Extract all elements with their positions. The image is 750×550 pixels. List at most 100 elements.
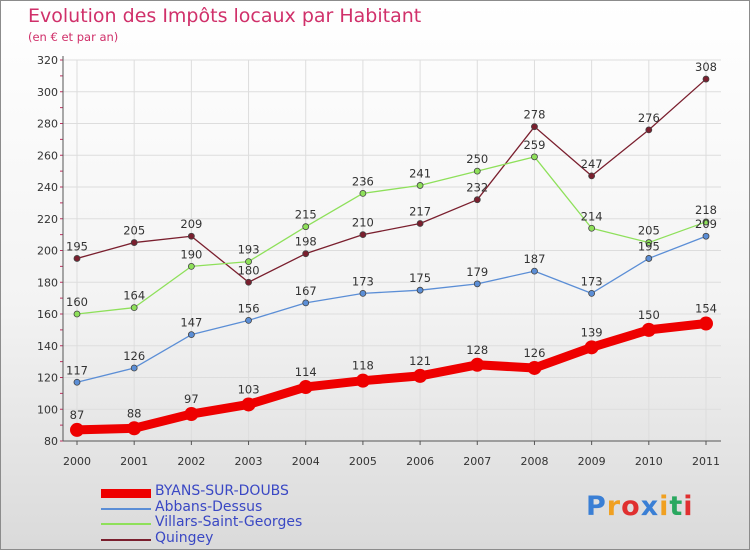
data-label: 147 xyxy=(180,316,202,330)
data-label: 209 xyxy=(695,217,717,231)
point-2 xyxy=(73,310,81,318)
data-label: 236 xyxy=(352,174,374,188)
data-label: 156 xyxy=(238,301,260,315)
logo-letter: P xyxy=(586,491,607,522)
point-0 xyxy=(584,340,599,355)
x-tick-label: 2003 xyxy=(235,455,263,468)
y-tick-label: 80 xyxy=(44,435,58,448)
point-2 xyxy=(416,182,424,189)
data-label: 121 xyxy=(409,354,431,368)
y-tick-label: 280 xyxy=(37,118,58,131)
series-line-3 xyxy=(76,78,707,283)
logo-letter: i xyxy=(683,491,694,522)
x-tick-label: 2008 xyxy=(520,455,548,468)
y-tick-label: 200 xyxy=(37,245,58,258)
y-tick-label: 140 xyxy=(37,340,58,353)
data-label: 179 xyxy=(466,265,488,279)
data-label: 97 xyxy=(184,392,199,406)
proxiti-logo: Proxiti xyxy=(586,491,694,522)
series-line-1 xyxy=(76,235,707,383)
legend-swatch-2 xyxy=(101,523,151,525)
data-label: 247 xyxy=(581,157,603,171)
data-label: 278 xyxy=(523,108,545,122)
point-3 xyxy=(645,126,653,134)
x-tick-label: 2002 xyxy=(177,455,205,468)
y-tick-label: 120 xyxy=(37,372,58,385)
legend-label-2: Villars-Saint-Georges xyxy=(155,514,303,530)
point-3 xyxy=(359,231,367,239)
data-label: 103 xyxy=(238,382,260,396)
y-tick-label: 180 xyxy=(37,276,58,289)
data-label: 218 xyxy=(695,203,717,217)
data-label: 139 xyxy=(581,325,603,339)
data-label: 160 xyxy=(66,295,88,309)
point-0 xyxy=(298,380,313,395)
point-1 xyxy=(359,289,367,297)
point-2 xyxy=(187,262,195,270)
chart-subtitle: (en € et par an) xyxy=(28,30,119,44)
series-line-2 xyxy=(76,156,707,315)
legend-label-3: Quingey xyxy=(155,529,214,546)
point-3 xyxy=(302,250,310,258)
data-label: 210 xyxy=(352,216,374,230)
point-1 xyxy=(588,289,596,297)
point-1 xyxy=(245,316,252,324)
logo-letter: r xyxy=(606,491,622,522)
data-label: 154 xyxy=(695,302,717,316)
y-tick-label: 320 xyxy=(37,54,58,67)
grid xyxy=(63,59,721,441)
y-tick-label: 100 xyxy=(37,403,58,416)
legend-swatch-3 xyxy=(101,538,151,541)
data-label: 215 xyxy=(295,208,317,222)
point-0 xyxy=(413,368,428,383)
data-label: 209 xyxy=(180,217,202,231)
point-3 xyxy=(702,75,710,83)
data-label: 205 xyxy=(123,224,145,238)
point-2 xyxy=(302,223,310,231)
legend-swatch-1 xyxy=(101,507,151,510)
data-label: 205 xyxy=(638,224,660,238)
data-label: 190 xyxy=(180,247,202,261)
data-label: 118 xyxy=(352,359,374,373)
point-1 xyxy=(416,286,424,294)
point-0 xyxy=(241,397,256,412)
data-label: 217 xyxy=(409,205,431,219)
data-label: 175 xyxy=(409,271,431,285)
x-tick-label: 2006 xyxy=(406,455,434,468)
data-label: 150 xyxy=(638,308,660,322)
point-1 xyxy=(302,299,310,307)
x-tick-label: 2001 xyxy=(120,455,148,468)
y-tick-label: 240 xyxy=(37,181,58,194)
y-tick-label: 260 xyxy=(37,149,58,162)
point-1 xyxy=(645,255,653,262)
point-1 xyxy=(130,364,138,372)
point-2 xyxy=(473,167,481,175)
series-line-0 xyxy=(76,319,707,435)
point-3 xyxy=(473,196,481,204)
logo-letter: o xyxy=(621,491,641,522)
point-2 xyxy=(531,153,538,161)
point-3 xyxy=(130,239,138,246)
point-0 xyxy=(641,322,656,337)
series-lines xyxy=(70,75,713,437)
data-label: 180 xyxy=(238,263,260,277)
data-label: 232 xyxy=(466,181,488,195)
point-0 xyxy=(184,407,199,422)
point-1 xyxy=(73,378,81,386)
data-label: 308 xyxy=(695,60,717,74)
data-label: 276 xyxy=(638,111,660,125)
data-label: 259 xyxy=(523,138,545,152)
point-3 xyxy=(416,220,424,227)
point-2 xyxy=(359,189,367,197)
point-3 xyxy=(187,232,195,240)
data-label: 173 xyxy=(581,274,603,288)
logo-letter: i xyxy=(659,491,670,522)
point-2 xyxy=(645,239,653,246)
point-0 xyxy=(355,373,370,388)
data-label: 198 xyxy=(295,235,317,249)
data-label: 114 xyxy=(295,365,317,379)
data-label: 87 xyxy=(70,408,85,422)
legend-label-0: BYANS-SUR-DOUBS xyxy=(155,483,289,499)
point-1 xyxy=(473,280,481,288)
